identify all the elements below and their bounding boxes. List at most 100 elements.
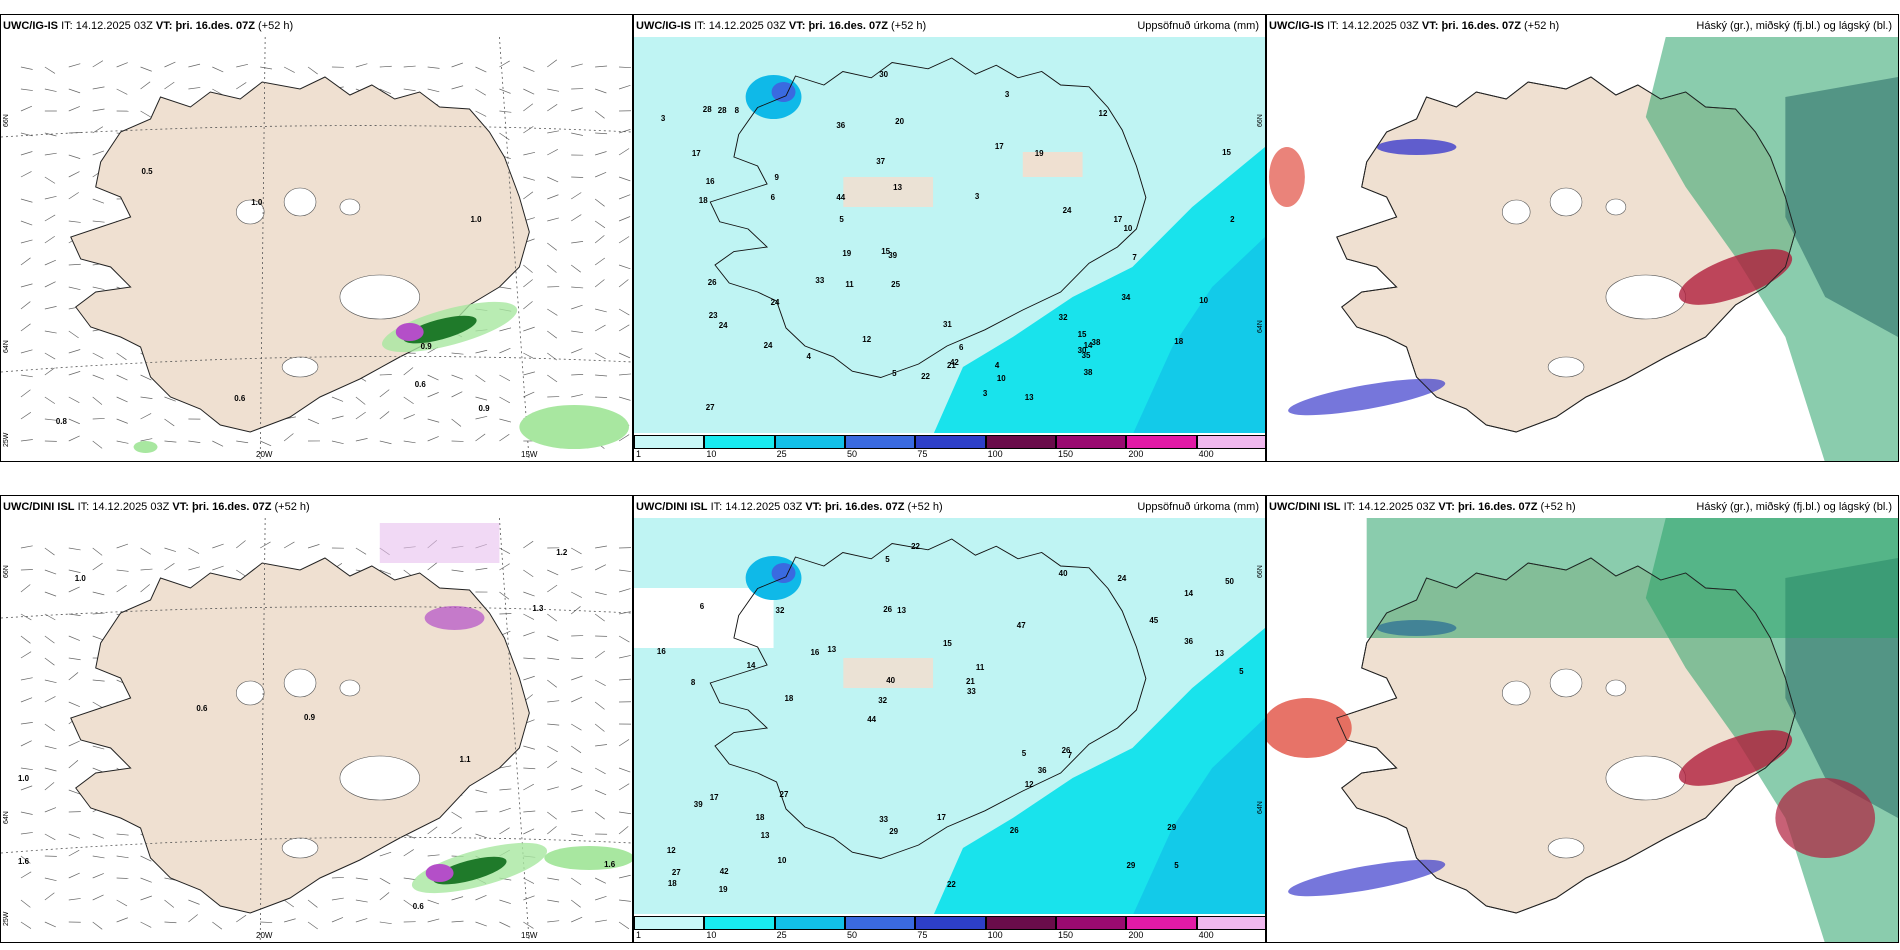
- wind-barb: [20, 545, 33, 549]
- it-value: 14.12.2025 03Z: [1358, 501, 1436, 513]
- colorbar-swatch: [915, 435, 986, 449]
- wind-barb: [188, 87, 201, 90]
- low-cloud: [1268, 147, 1305, 207]
- value-label: 10: [778, 856, 787, 865]
- wind-barb: [547, 149, 558, 156]
- wind-barb: [547, 745, 558, 753]
- glacier: [339, 755, 420, 801]
- lon-gridline: [259, 518, 266, 942]
- wind-barb: [331, 415, 344, 420]
- glacier: [283, 187, 317, 217]
- model-name: UWC/IG-IS: [636, 20, 691, 32]
- wind-barb: [547, 786, 559, 791]
- it-label: IT:: [710, 501, 723, 513]
- wind-barb: [523, 191, 534, 200]
- wind-barb: [20, 389, 31, 398]
- lon-gridline: [499, 518, 530, 942]
- wind-barb: [20, 66, 33, 70]
- value-label: 32: [878, 696, 887, 705]
- wind-barb: [451, 62, 463, 68]
- wind-barb: [284, 918, 296, 923]
- value-label: 12: [1025, 780, 1034, 789]
- wind-barb: [547, 264, 557, 273]
- value-label: 28: [703, 105, 712, 114]
- wind-barb: [571, 785, 583, 791]
- value-label: 15: [1078, 330, 1087, 339]
- wind-barb: [403, 877, 416, 880]
- value-label: 3: [1005, 90, 1010, 99]
- wind-shade: [519, 405, 630, 449]
- wind-barb: [547, 176, 559, 183]
- wind-barb: [595, 744, 608, 747]
- value-label: 33: [879, 815, 888, 824]
- wind-barb: [570, 745, 582, 754]
- wind-barb: [92, 126, 104, 134]
- wind-barb: [20, 613, 32, 621]
- wind-barb: [44, 591, 57, 597]
- wind-barb: [403, 414, 415, 420]
- value-label: 1.3: [532, 604, 544, 613]
- value-label: 21: [947, 361, 956, 370]
- wind-barb: [499, 418, 512, 423]
- wind-barb: [499, 591, 510, 600]
- hatched-area: [379, 523, 500, 563]
- wind-barb: [92, 591, 105, 596]
- wind-barb: [307, 418, 320, 425]
- wind-barb: [44, 635, 55, 644]
- colorbar-tick: 10: [706, 930, 717, 940]
- wind-barb: [618, 826, 629, 835]
- wind-barb: [619, 899, 631, 902]
- wind-barb: [92, 352, 104, 359]
- panel-precip-top: UWC/IG-IS IT: 14.12.2025 03Z VT: þri. 16…: [633, 14, 1266, 462]
- wind-barb: [618, 352, 631, 359]
- wind-barb: [116, 569, 129, 572]
- lat-label-64n: 64N: [3, 340, 10, 353]
- value-label: 6: [959, 343, 964, 352]
- wind-barb: [44, 782, 55, 791]
- wind-barb: [140, 895, 152, 901]
- wind-barb: [44, 833, 56, 841]
- wind-barb: [427, 66, 440, 69]
- wind-barb: [68, 154, 81, 159]
- value-label: 25: [891, 280, 900, 289]
- colorbar-tick: 150: [1058, 930, 1074, 940]
- precip-shade: [771, 563, 796, 583]
- value-label: 36: [1038, 766, 1047, 775]
- value-label: 40: [886, 676, 895, 685]
- value-label: 19: [719, 885, 728, 894]
- wind-barb: [140, 110, 152, 118]
- value-label: 38: [1084, 368, 1093, 377]
- wind-shade: [544, 846, 632, 870]
- wind-barb: [595, 895, 607, 901]
- colorbar-tick: 100: [987, 449, 1003, 459]
- wind-barb: [571, 657, 584, 659]
- wind-barb: [68, 849, 80, 857]
- wind-barb: [68, 371, 81, 376]
- glacier: [235, 199, 265, 225]
- value-label: 10: [1123, 224, 1132, 233]
- wind-barb: [116, 352, 127, 361]
- glacier: [339, 198, 361, 216]
- wind-barb: [44, 767, 57, 772]
- wind-barb: [594, 723, 605, 732]
- wind-barb: [571, 696, 583, 703]
- wind-barb: [379, 851, 392, 857]
- lead-time: (+52 h): [891, 20, 927, 32]
- wind-barb: [523, 921, 534, 929]
- value-label: 17: [995, 142, 1004, 151]
- wind-barb: [571, 241, 584, 244]
- wind-barb: [68, 701, 80, 707]
- wind-barb: [595, 591, 607, 596]
- wind-barb: [403, 88, 416, 92]
- precip-shade: [1132, 718, 1265, 916]
- wind-barb: [618, 874, 631, 879]
- wind-barb: [618, 811, 631, 815]
- value-label: 11: [845, 280, 854, 289]
- wind-shade: [425, 864, 454, 882]
- wind-barb: [571, 675, 583, 681]
- value-label: 0.6: [413, 902, 425, 911]
- value-label: 3: [975, 192, 980, 201]
- wind-barb: [451, 920, 464, 923]
- wind-barb: [523, 151, 536, 156]
- vt-label: VT:: [172, 501, 189, 513]
